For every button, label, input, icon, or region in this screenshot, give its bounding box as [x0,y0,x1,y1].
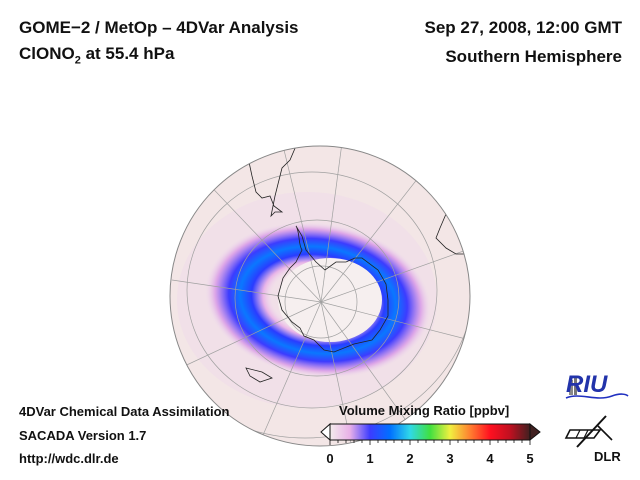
region-label: Southern Hemisphere [445,47,622,66]
footer-method: 4DVar Chemical Data Assimilation [19,404,230,419]
colorbar-tick-label: 4 [486,451,494,466]
footer-version: SACADA Version 1.7 [19,428,147,443]
colorbar-bar [329,423,531,441]
meridian [175,301,322,371]
chart-title: GOME−2 / MetOp – 4DVar Analysis [19,18,299,37]
riu-logo-mark [565,377,629,399]
colorbar-extend-min [320,422,331,442]
meridian [267,146,322,303]
madagascar-outline [462,243,470,253]
species-subscript: 2 [74,54,81,67]
colorbar-tick-label: 0 [326,451,334,466]
graticule [170,146,470,446]
meridian [171,279,322,303]
colorbar-tick-label: 3 [446,451,454,466]
latitude-circle [170,146,470,439]
species-label: ClONO2 at 55.4 hPa [19,44,174,66]
latitude-circle [186,171,438,409]
meridian [320,247,470,303]
globe-limb [169,145,471,447]
colorbar [320,422,541,445]
colorbar-tick-label: 5 [526,451,534,466]
pressure-level: at 55.4 hPa [80,44,175,63]
meridian [199,174,322,303]
species-name: ClONO [19,44,75,63]
new-zealand-outline [245,367,273,383]
colorbar-minor-ticks [329,440,531,445]
meridian [320,301,421,441]
footer-url[interactable]: http://wdc.dlr.de [19,451,119,466]
vortex-core [278,258,382,342]
colorbar-tick-label: 2 [406,451,414,466]
meridian [259,301,322,443]
riu-logo: RIU [566,371,608,398]
meridian [320,301,470,341]
dlr-logo-mark [564,415,613,448]
dlr-logo: DLR [594,449,621,464]
meridian [320,146,351,303]
timestamp: Sep 27, 2008, 12:00 GMT [424,18,623,37]
antarctica-outline [277,225,389,353]
globe [170,146,470,446]
colorbar-tick-label: 1 [366,451,374,466]
colorbar-title: Volume Mixing Ratio [ppbv] [339,403,510,418]
colorbar-extend-max [529,422,541,442]
south-america-outline [215,146,339,218]
latitude-circle [234,219,400,377]
